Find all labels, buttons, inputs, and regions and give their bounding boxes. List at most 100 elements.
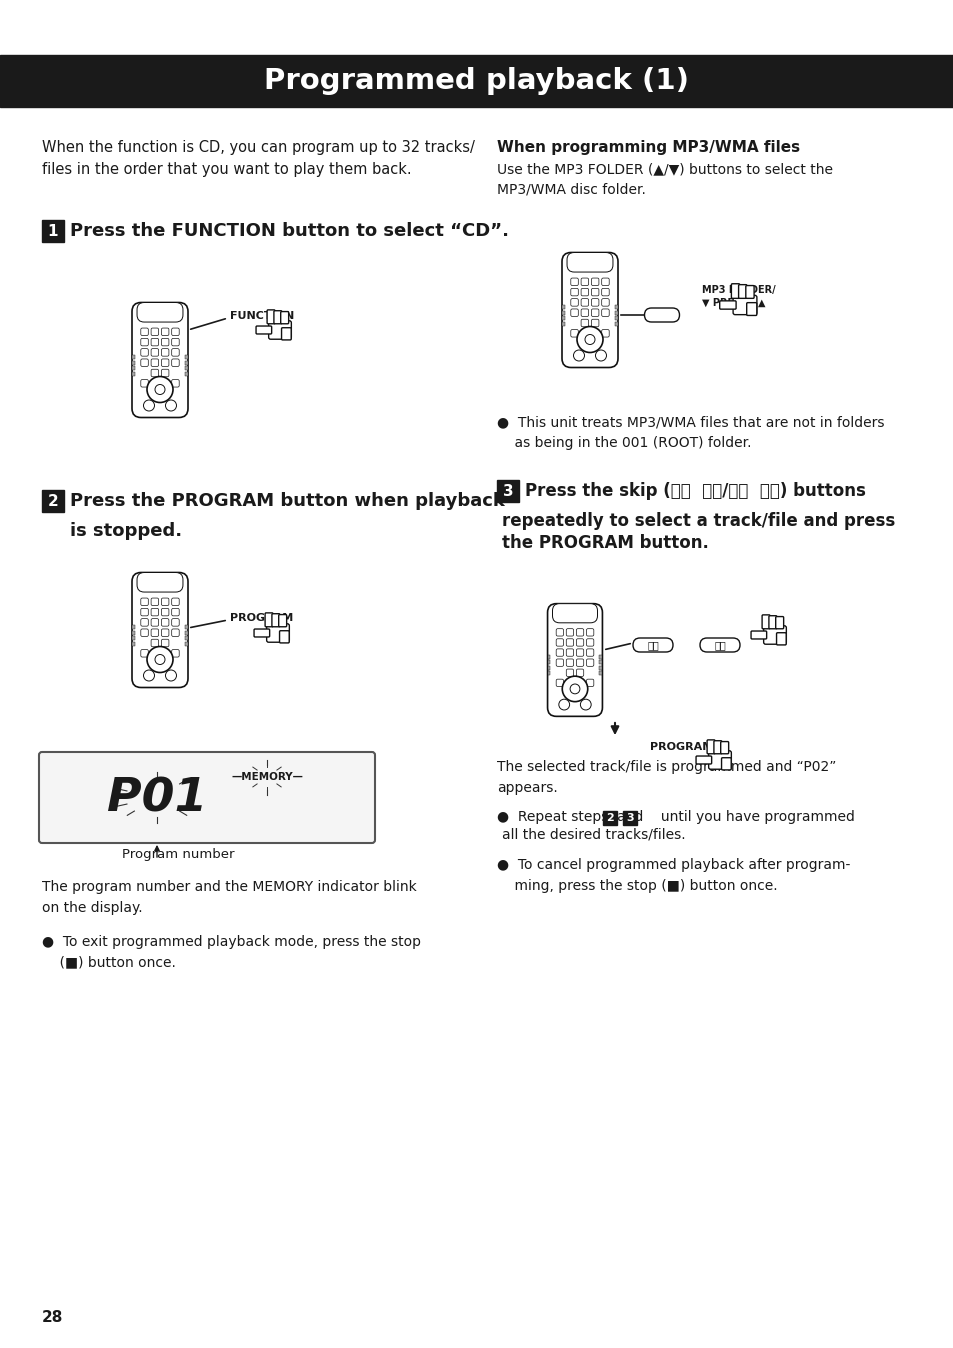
- Text: Press the PROGRAM button when playback: Press the PROGRAM button when playback: [70, 492, 504, 510]
- FancyBboxPatch shape: [556, 679, 563, 686]
- Text: Programmed playback (1): Programmed playback (1): [264, 67, 689, 94]
- FancyBboxPatch shape: [141, 328, 148, 336]
- FancyBboxPatch shape: [141, 349, 148, 356]
- FancyBboxPatch shape: [576, 648, 583, 656]
- FancyBboxPatch shape: [570, 299, 578, 306]
- FancyBboxPatch shape: [570, 288, 578, 295]
- Text: ●  To exit programmed playback mode, press the stop
    (■) button once.: ● To exit programmed playback mode, pres…: [42, 936, 420, 969]
- FancyBboxPatch shape: [570, 309, 578, 317]
- Text: 3: 3: [502, 484, 513, 499]
- Bar: [132, 642, 135, 646]
- FancyBboxPatch shape: [151, 380, 158, 387]
- Bar: [185, 367, 188, 369]
- FancyBboxPatch shape: [713, 740, 721, 754]
- FancyBboxPatch shape: [272, 613, 279, 627]
- FancyBboxPatch shape: [700, 638, 740, 652]
- FancyBboxPatch shape: [775, 616, 782, 628]
- Bar: [42, 220, 64, 243]
- FancyBboxPatch shape: [161, 349, 169, 356]
- FancyBboxPatch shape: [566, 639, 573, 646]
- FancyBboxPatch shape: [556, 628, 563, 636]
- FancyBboxPatch shape: [696, 756, 711, 764]
- FancyBboxPatch shape: [151, 650, 158, 656]
- Text: P01: P01: [107, 776, 207, 822]
- FancyBboxPatch shape: [161, 608, 169, 616]
- FancyBboxPatch shape: [576, 679, 583, 686]
- Bar: [615, 315, 618, 319]
- FancyBboxPatch shape: [633, 638, 672, 652]
- FancyBboxPatch shape: [172, 650, 179, 656]
- Text: Use the MP3 FOLDER (▲/▼) buttons to select the
MP3/WMA disc folder.: Use the MP3 FOLDER (▲/▼) buttons to sele…: [497, 162, 832, 197]
- FancyBboxPatch shape: [580, 288, 588, 295]
- FancyBboxPatch shape: [172, 619, 179, 627]
- FancyBboxPatch shape: [566, 648, 573, 656]
- FancyBboxPatch shape: [732, 295, 756, 314]
- Bar: [42, 491, 64, 512]
- Circle shape: [143, 400, 154, 411]
- Text: Press the FUNCTION button to select “CD”.: Press the FUNCTION button to select “CD”…: [70, 222, 509, 240]
- Bar: [615, 310, 618, 314]
- FancyBboxPatch shape: [576, 639, 583, 646]
- FancyBboxPatch shape: [161, 619, 169, 627]
- Bar: [547, 661, 550, 665]
- Text: FUNCTION: FUNCTION: [230, 311, 294, 321]
- Bar: [561, 315, 564, 319]
- FancyBboxPatch shape: [151, 328, 158, 336]
- FancyBboxPatch shape: [566, 252, 613, 272]
- FancyBboxPatch shape: [570, 329, 578, 337]
- Circle shape: [579, 700, 591, 710]
- Text: MP3 FOLDER/
▼ PRESET ▲: MP3 FOLDER/ ▼ PRESET ▲: [701, 284, 775, 307]
- Circle shape: [165, 670, 176, 681]
- FancyBboxPatch shape: [776, 632, 785, 644]
- FancyBboxPatch shape: [566, 679, 573, 686]
- FancyBboxPatch shape: [172, 630, 179, 636]
- FancyBboxPatch shape: [547, 604, 601, 716]
- FancyBboxPatch shape: [141, 619, 148, 627]
- Bar: [598, 671, 601, 675]
- FancyBboxPatch shape: [151, 369, 158, 376]
- FancyBboxPatch shape: [151, 630, 158, 636]
- Bar: [497, 480, 518, 501]
- FancyBboxPatch shape: [151, 608, 158, 616]
- FancyBboxPatch shape: [161, 639, 169, 647]
- Bar: [622, 811, 637, 825]
- FancyBboxPatch shape: [280, 311, 289, 324]
- FancyBboxPatch shape: [586, 648, 593, 656]
- FancyBboxPatch shape: [586, 639, 593, 646]
- FancyBboxPatch shape: [745, 286, 753, 298]
- FancyBboxPatch shape: [601, 288, 609, 295]
- Text: 2: 2: [48, 493, 58, 508]
- Circle shape: [143, 670, 154, 681]
- Bar: [598, 655, 601, 659]
- Bar: [185, 636, 188, 640]
- Bar: [185, 625, 188, 630]
- FancyBboxPatch shape: [161, 338, 169, 346]
- Text: ●  To cancel programmed playback after program-
    ming, press the stop (■) but: ● To cancel programmed playback after pr…: [497, 857, 849, 892]
- FancyBboxPatch shape: [762, 625, 785, 644]
- Text: PROGRAM: PROGRAM: [230, 613, 293, 623]
- FancyBboxPatch shape: [552, 604, 597, 623]
- Circle shape: [147, 376, 172, 403]
- FancyBboxPatch shape: [731, 283, 739, 298]
- FancyBboxPatch shape: [570, 278, 578, 286]
- Text: —MEMORY—: —MEMORY—: [231, 772, 303, 782]
- FancyBboxPatch shape: [39, 752, 375, 842]
- FancyBboxPatch shape: [591, 288, 598, 295]
- Bar: [547, 655, 550, 659]
- FancyBboxPatch shape: [591, 309, 598, 317]
- FancyBboxPatch shape: [141, 338, 148, 346]
- FancyBboxPatch shape: [586, 679, 593, 686]
- Bar: [561, 305, 564, 309]
- FancyBboxPatch shape: [566, 669, 573, 677]
- FancyBboxPatch shape: [151, 349, 158, 356]
- Bar: [132, 372, 135, 376]
- Bar: [547, 671, 550, 675]
- FancyBboxPatch shape: [267, 310, 274, 324]
- FancyBboxPatch shape: [556, 639, 563, 646]
- FancyBboxPatch shape: [172, 338, 179, 346]
- FancyBboxPatch shape: [601, 299, 609, 306]
- FancyBboxPatch shape: [161, 650, 169, 656]
- FancyBboxPatch shape: [151, 599, 158, 605]
- Bar: [185, 355, 188, 359]
- Bar: [185, 372, 188, 376]
